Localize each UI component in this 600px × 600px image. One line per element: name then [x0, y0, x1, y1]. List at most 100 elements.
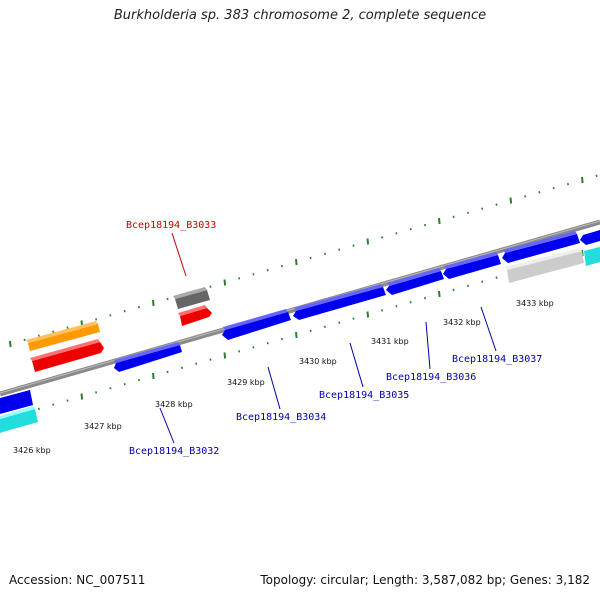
gene-label-b3036[interactable]: Bcep18194_B3036: [386, 372, 476, 383]
tick-minor: [538, 191, 541, 194]
scale-label: 3431 kbp: [371, 337, 409, 346]
gene-label-b3033[interactable]: Bcep18194_B3033: [126, 220, 216, 231]
tick-minor: [395, 232, 398, 235]
scale-label: 3428 kbp: [155, 400, 193, 409]
tick-minor: [466, 284, 469, 288]
leader-b3037: [480, 306, 497, 352]
tick-major: [366, 238, 370, 245]
scale-label: 3426 kbp: [13, 446, 51, 455]
gene-arrow-b3037[interactable]: [443, 252, 501, 279]
tick-minor: [466, 211, 469, 215]
feature-cyan-edge[interactable]: [584, 247, 600, 266]
topology-summary-text: Topology: circular; Length: 3,587,082 bp…: [260, 573, 590, 587]
tick-major: [295, 258, 298, 266]
tick-major: [509, 197, 513, 204]
tick-minor: [180, 366, 183, 370]
tick-minor: [409, 300, 412, 304]
gene-arrow-b3036[interactable]: [386, 268, 444, 295]
tick-minor: [452, 288, 455, 292]
feature-red-large[interactable]: [30, 339, 104, 372]
feature-orange[interactable]: [26, 321, 100, 351]
tick-minor: [195, 362, 198, 365]
tick-minor: [66, 399, 69, 402]
tick-minor: [495, 203, 498, 206]
tick-minor: [52, 330, 55, 333]
gene-arrow-next[interactable]: [502, 231, 580, 263]
tick-minor: [409, 227, 412, 231]
tick-minor: [209, 285, 212, 288]
gene-arrow-left-edge[interactable]: [0, 390, 33, 414]
leader-b3034: [267, 366, 281, 410]
tick-minor: [66, 326, 69, 329]
tick-minor: [352, 317, 355, 320]
tick-minor: [481, 207, 484, 210]
tick-minor: [137, 378, 141, 382]
gene-label-b3035[interactable]: Bcep18194_B3035: [319, 390, 409, 401]
scale-label: 3430 kbp: [299, 357, 337, 366]
tick-minor: [95, 318, 98, 321]
tick-minor: [280, 337, 284, 341]
map-title: Burkholderia sp. 383 chromosome 2, compl…: [113, 8, 487, 23]
tick-minor: [452, 215, 455, 219]
tick-marks: [9, 174, 598, 421]
tick-minor: [495, 276, 498, 279]
tick-minor: [323, 252, 326, 256]
gene-label-b3032[interactable]: Bcep18194_B3032: [129, 446, 219, 457]
accession-text: Accession: NC_007511: [9, 573, 146, 587]
tick-minor: [266, 341, 269, 345]
leader-b3033: [171, 232, 187, 277]
feature-cyan-left[interactable]: [0, 406, 38, 433]
tick-minor: [309, 329, 312, 333]
tick-minor: [323, 325, 326, 329]
tick-major: [581, 176, 584, 184]
tick-major: [223, 352, 227, 359]
scale-label: 3427 kbp: [84, 422, 122, 431]
tick-minor: [395, 305, 398, 308]
tick-minor: [95, 391, 98, 394]
tick-minor: [552, 186, 555, 190]
tick-minor: [166, 297, 169, 301]
tick-major: [152, 299, 155, 307]
tick-minor: [309, 256, 312, 260]
scale-label: 3432 kbp: [443, 318, 481, 327]
tick-minor: [524, 195, 527, 198]
tick-major: [223, 279, 227, 286]
tick-minor: [352, 244, 355, 247]
tick-minor: [238, 277, 241, 280]
tick-major: [438, 290, 441, 298]
scale-label: 3429 kbp: [227, 378, 265, 387]
tick-minor: [52, 403, 55, 406]
tick-minor: [423, 296, 427, 300]
feature-gray-light[interactable]: [505, 248, 584, 283]
tick-minor: [109, 314, 112, 317]
tick-minor: [109, 387, 112, 390]
tick-minor: [137, 305, 141, 309]
gene-label-b3037[interactable]: Bcep18194_B3037: [452, 354, 542, 365]
tick-minor: [209, 358, 212, 361]
gene-label-b3034[interactable]: Bcep18194_B3034: [236, 412, 326, 423]
tick-major: [366, 311, 370, 318]
tick-minor: [481, 280, 484, 283]
gene-arrow-b3035[interactable]: [293, 284, 386, 320]
gene-arrow-b3032[interactable]: [114, 342, 182, 372]
leader-b3035: [349, 342, 364, 388]
tick-major: [80, 393, 84, 400]
tick-minor: [280, 264, 284, 268]
tick-minor: [338, 321, 341, 324]
tick-minor: [423, 223, 427, 227]
tick-minor: [238, 350, 241, 353]
tick-minor: [338, 248, 341, 251]
feature-red-small[interactable]: [178, 305, 212, 326]
gene-arrow-edge[interactable]: [580, 230, 600, 245]
tick-minor: [252, 273, 255, 276]
tick-major: [9, 340, 12, 348]
gene-arrow-b3034[interactable]: [222, 309, 291, 340]
tick-major: [438, 217, 441, 225]
tick-minor: [266, 268, 269, 272]
tick-minor: [166, 370, 169, 374]
feature-gray-dark[interactable]: [173, 287, 210, 309]
tick-minor: [381, 236, 384, 239]
tick-minor: [37, 407, 40, 411]
